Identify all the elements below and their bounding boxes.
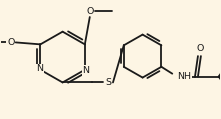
Text: NH: NH xyxy=(177,72,191,81)
Text: N: N xyxy=(82,66,89,75)
Text: O: O xyxy=(7,38,14,47)
Text: O: O xyxy=(196,44,204,53)
Text: O: O xyxy=(86,7,93,16)
Text: S: S xyxy=(105,78,111,87)
Text: N: N xyxy=(36,64,43,73)
